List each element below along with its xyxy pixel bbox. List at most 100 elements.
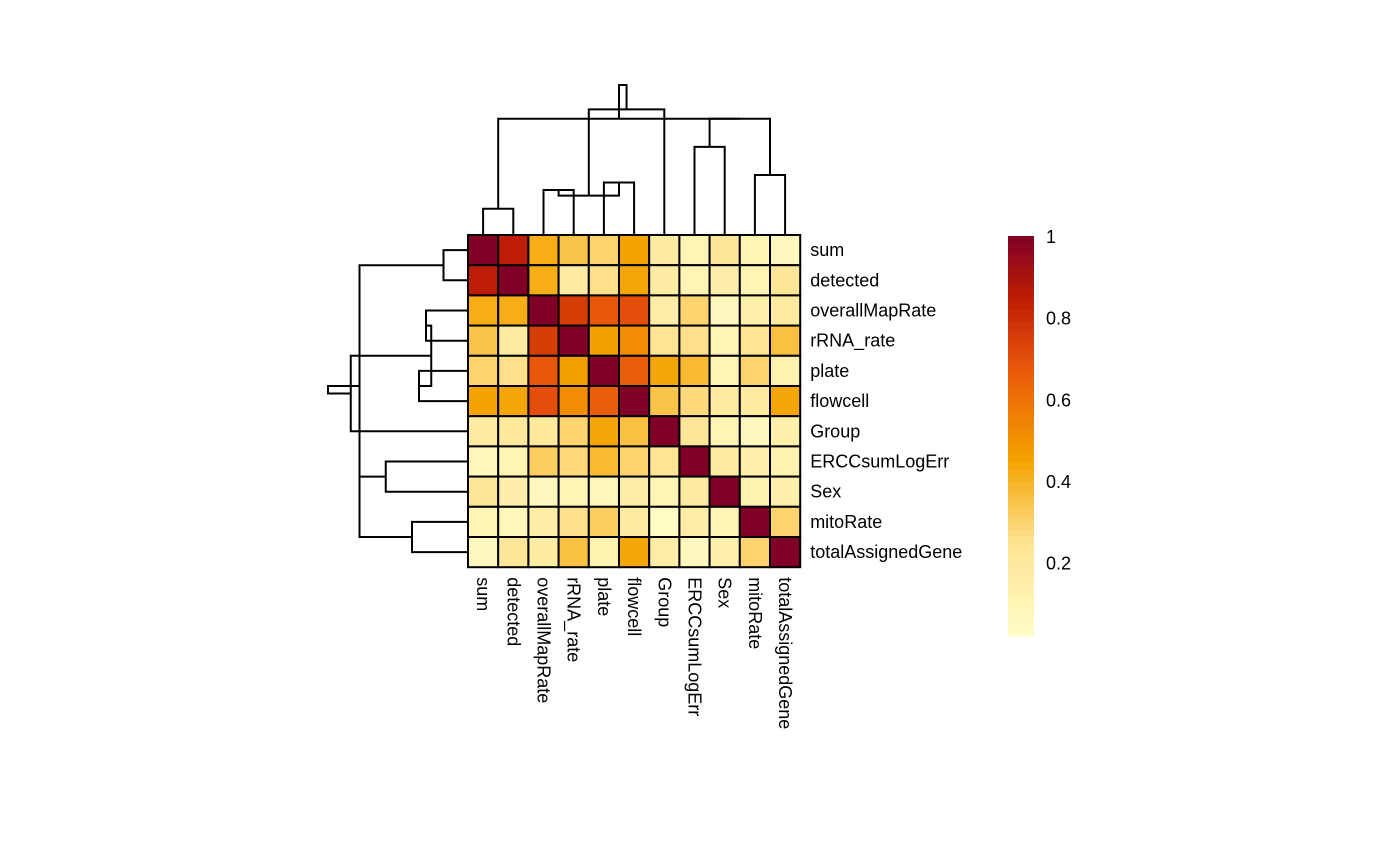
- heatmap-cell-flowcell-Sex: [708, 385, 741, 418]
- heatmap-cell-ERCCsumLogErr-Group: [648, 445, 681, 478]
- dendrogram-branch: [384, 460, 468, 493]
- heatmap-cell-plate-detected: [497, 354, 530, 387]
- heatmap-cell-detected-ERCCsumLogErr: [678, 264, 711, 297]
- legend-swatch: [1008, 456, 1034, 464]
- legend-swatch: [1008, 402, 1034, 410]
- legend-swatch: [1008, 369, 1034, 377]
- column-dendrogram: [482, 84, 787, 235]
- row-label: totalAssignedGene: [810, 542, 962, 562]
- legend-swatch: [1008, 596, 1034, 604]
- column-label: plate: [594, 577, 614, 616]
- legend-swatch: [1008, 296, 1034, 304]
- dendrogram-branch: [411, 520, 468, 554]
- legend-swatch: [1008, 436, 1034, 444]
- heatmap-cell-plate-plate: [587, 354, 620, 387]
- heatmap-cell-ERCCsumLogErr-Sex: [708, 445, 741, 478]
- heatmap-cell-rRNA_rate-Group: [648, 324, 681, 357]
- legend-swatch: [1008, 349, 1034, 357]
- heatmap-cell-rRNA_rate-sum: [467, 324, 500, 357]
- dendrogram-branch: [587, 108, 666, 235]
- legend-swatch: [1008, 322, 1034, 330]
- dendrogram-branch: [425, 309, 468, 342]
- heatmap-cell-detected-detected: [497, 264, 530, 297]
- heatmap-cell-overallMapRate-ERCCsumLogErr: [678, 294, 711, 327]
- heatmap-cell-flowcell-ERCCsumLogErr: [678, 385, 711, 418]
- legend-tick-label: 0.6: [1046, 390, 1071, 410]
- heatmap-cell-ERCCsumLogErr-rRNA_rate: [557, 445, 590, 478]
- heatmap-cell-detected-plate: [587, 264, 620, 297]
- heatmap-cell-flowcell-detected: [497, 385, 530, 418]
- legend-swatch: [1008, 342, 1034, 350]
- heatmap-cell-totalAssignedGene-overallMapRate: [527, 536, 560, 569]
- heatmap-cell-overallMapRate-sum: [467, 294, 500, 327]
- heatmap-cell-overallMapRate-detected: [497, 294, 530, 327]
- heatmap-cell-mitoRate-Group: [648, 505, 681, 538]
- heatmap-cell-Sex-rRNA_rate: [557, 475, 590, 508]
- legend-swatch: [1008, 602, 1034, 610]
- heatmap-cell-rRNA_rate-ERCCsumLogErr: [678, 324, 711, 357]
- legend-swatch: [1008, 522, 1034, 530]
- legend-swatch: [1008, 469, 1034, 477]
- heatmap-cell-ERCCsumLogErr-ERCCsumLogErr: [678, 445, 711, 478]
- heatmap-cell-ERCCsumLogErr-mitoRate: [738, 445, 771, 478]
- heatmap-cell-totalAssignedGene-rRNA_rate: [557, 536, 590, 569]
- row-label: mitoRate: [810, 512, 882, 532]
- heatmap-cell-Group-sum: [467, 415, 500, 448]
- heatmap-cell-sum-plate: [587, 234, 620, 267]
- heatmap-cell-sum-overallMapRate: [527, 234, 560, 267]
- heatmap-cell-detected-Group: [648, 264, 681, 297]
- row-dendrogram: [327, 249, 468, 554]
- legend-swatch: [1008, 416, 1034, 424]
- heatmap-cell-Sex-sum: [467, 475, 500, 508]
- heatmap-cell-sum-detected: [497, 234, 530, 267]
- heatmap-cell-overallMapRate-flowcell: [618, 294, 651, 327]
- heatmap-cell-Group-overallMapRate: [527, 415, 560, 448]
- heatmap-cell-Group-Sex: [708, 415, 741, 448]
- legend-swatch: [1008, 376, 1034, 384]
- legend-swatch: [1008, 536, 1034, 544]
- legend-tick-label: 0.4: [1046, 472, 1071, 492]
- heatmap-cell-rRNA_rate-plate: [587, 324, 620, 357]
- legend-tick-label: 1: [1046, 227, 1056, 247]
- heatmap-cell-rRNA_rate-detected: [497, 324, 530, 357]
- legend-swatch: [1008, 569, 1034, 577]
- legend-swatch: [1008, 616, 1034, 624]
- heatmap-cell-totalAssignedGene-Group: [648, 536, 681, 569]
- heatmap-cell-Group-mitoRate: [738, 415, 771, 448]
- heatmap-cell-mitoRate-sum: [467, 505, 500, 538]
- heatmap-cell-flowcell-flowcell: [618, 385, 651, 418]
- dendrogram-branch: [693, 145, 726, 235]
- heatmap-cell-plate-sum: [467, 354, 500, 387]
- heatmap-cell-detected-overallMapRate: [527, 264, 560, 297]
- heatmap-cell-plate-rRNA_rate: [557, 354, 590, 387]
- heatmap-cell-plate-Sex: [708, 354, 741, 387]
- heatmap-cell-ERCCsumLogErr-totalAssignedGene: [769, 445, 802, 478]
- heatmap-cell-rRNA_rate-overallMapRate: [527, 324, 560, 357]
- heatmap-cell-Sex-Group: [648, 475, 681, 508]
- heatmap-cell-Group-totalAssignedGene: [769, 415, 802, 448]
- heatmap-cell-totalAssignedGene-detected: [497, 536, 530, 569]
- heatmap-cell-plate-totalAssignedGene: [769, 354, 802, 387]
- legend-swatch: [1008, 476, 1034, 484]
- legend-swatch: [1008, 562, 1034, 570]
- legend-swatch: [1008, 242, 1034, 250]
- heatmap-cell-flowcell-plate: [587, 385, 620, 418]
- heatmap-cell-flowcell-totalAssignedGene: [769, 385, 802, 418]
- heatmap-cell-ERCCsumLogErr-overallMapRate: [527, 445, 560, 478]
- legend-swatch: [1008, 256, 1034, 264]
- heatmap-cell-flowcell-Group: [648, 385, 681, 418]
- heatmap-cell-overallMapRate-plate: [587, 294, 620, 327]
- row-label: overallMapRate: [810, 301, 936, 321]
- legend-swatch: [1008, 549, 1034, 557]
- row-label: rRNA_rate: [810, 331, 895, 352]
- legend-swatch: [1008, 582, 1034, 590]
- heatmap-cell-Sex-Sex: [708, 475, 741, 508]
- legend-swatch: [1008, 289, 1034, 297]
- heatmap-cell-detected-totalAssignedGene: [769, 264, 802, 297]
- legend-swatch: [1008, 482, 1034, 490]
- heatmap-cell-Group-plate: [587, 415, 620, 448]
- heatmap-cell-Sex-totalAssignedGene: [769, 475, 802, 508]
- legend-swatch: [1008, 329, 1034, 337]
- heatmap-cell-mitoRate-Sex: [708, 505, 741, 538]
- column-label: overallMapRate: [534, 577, 554, 703]
